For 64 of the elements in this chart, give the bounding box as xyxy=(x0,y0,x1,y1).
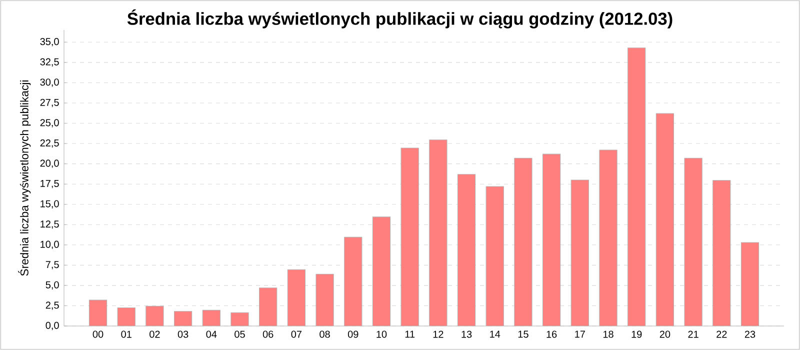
y-tick-label: 0,0 xyxy=(46,322,59,330)
x-tick-label: 19 xyxy=(632,330,642,338)
bar xyxy=(174,311,192,326)
x-tick-label: 02 xyxy=(150,330,160,338)
y-tick-label: 32,5 xyxy=(40,58,59,67)
bar xyxy=(316,274,334,326)
bar xyxy=(288,270,306,326)
y-tick-label: 20,0 xyxy=(40,160,59,168)
x-tick-label: 01 xyxy=(121,330,132,338)
bar xyxy=(571,180,589,326)
y-tick-label: 35,0 xyxy=(40,38,59,46)
y-axis-title: Średnia liczba wyświetlonych publikacji xyxy=(18,80,31,276)
x-tick-label: 13 xyxy=(462,330,472,338)
y-tick-label: 2,5 xyxy=(46,302,59,310)
y-tick-label: 15,0 xyxy=(40,200,59,208)
bar xyxy=(740,242,760,326)
x-tick-label: 00 xyxy=(92,330,104,338)
y-tick-label: 10,0 xyxy=(40,240,59,250)
x-tick-label: 21 xyxy=(688,330,698,338)
bar xyxy=(514,158,532,326)
x-tick-label: 09 xyxy=(348,330,358,338)
y-tick-label: 22,5 xyxy=(40,139,59,148)
x-tick-label: 16 xyxy=(546,330,557,338)
bar xyxy=(429,140,447,326)
bar xyxy=(656,114,674,326)
x-tick-label: 07 xyxy=(291,330,302,338)
bar xyxy=(202,310,220,326)
y-tick-label: 25,0 xyxy=(40,119,59,128)
x-tick-label: 12 xyxy=(433,330,444,338)
x-tick-label: 18 xyxy=(603,330,614,338)
bar xyxy=(712,180,730,326)
x-tick-label: 08 xyxy=(320,330,330,338)
bar xyxy=(372,216,390,326)
bar xyxy=(599,150,618,326)
bar xyxy=(401,148,419,326)
chart-title: Średnia liczba wyświetlonych publikacji w ciągu godziny (2012.03) xyxy=(127,9,672,28)
x-tick-label: 03 xyxy=(178,330,188,338)
y-tick-label: 7,5 xyxy=(46,261,59,270)
bar xyxy=(89,300,107,326)
x-tick-label: 10 xyxy=(376,330,387,338)
y-tick-label: 5,0 xyxy=(46,281,59,290)
bar xyxy=(628,48,646,326)
x-tick-label: 11 xyxy=(405,330,415,338)
x-tick-label: 06 xyxy=(262,330,274,338)
y-tick-label: 17,5 xyxy=(40,180,59,188)
y-tick-label: 30,0 xyxy=(40,78,59,87)
x-tick-label: 22 xyxy=(716,330,727,338)
x-tick-label: 20 xyxy=(660,330,670,338)
bar xyxy=(458,174,476,326)
x-tick-label: 14 xyxy=(490,330,500,338)
bar xyxy=(259,288,277,326)
y-tick-label: 27,5 xyxy=(40,98,59,108)
bar xyxy=(684,158,702,326)
x-tick-label: 15 xyxy=(518,330,528,338)
bar xyxy=(344,237,362,326)
x-tick-label: 23 xyxy=(744,330,756,338)
x-tick-label: 04 xyxy=(206,330,217,338)
bar xyxy=(542,154,560,326)
bar xyxy=(146,306,164,326)
bar xyxy=(486,186,504,326)
y-tick-label: 12,5 xyxy=(40,220,59,229)
x-tick-label: 17 xyxy=(575,330,585,338)
x-tick-label: 05 xyxy=(234,330,245,338)
bar xyxy=(118,308,136,326)
